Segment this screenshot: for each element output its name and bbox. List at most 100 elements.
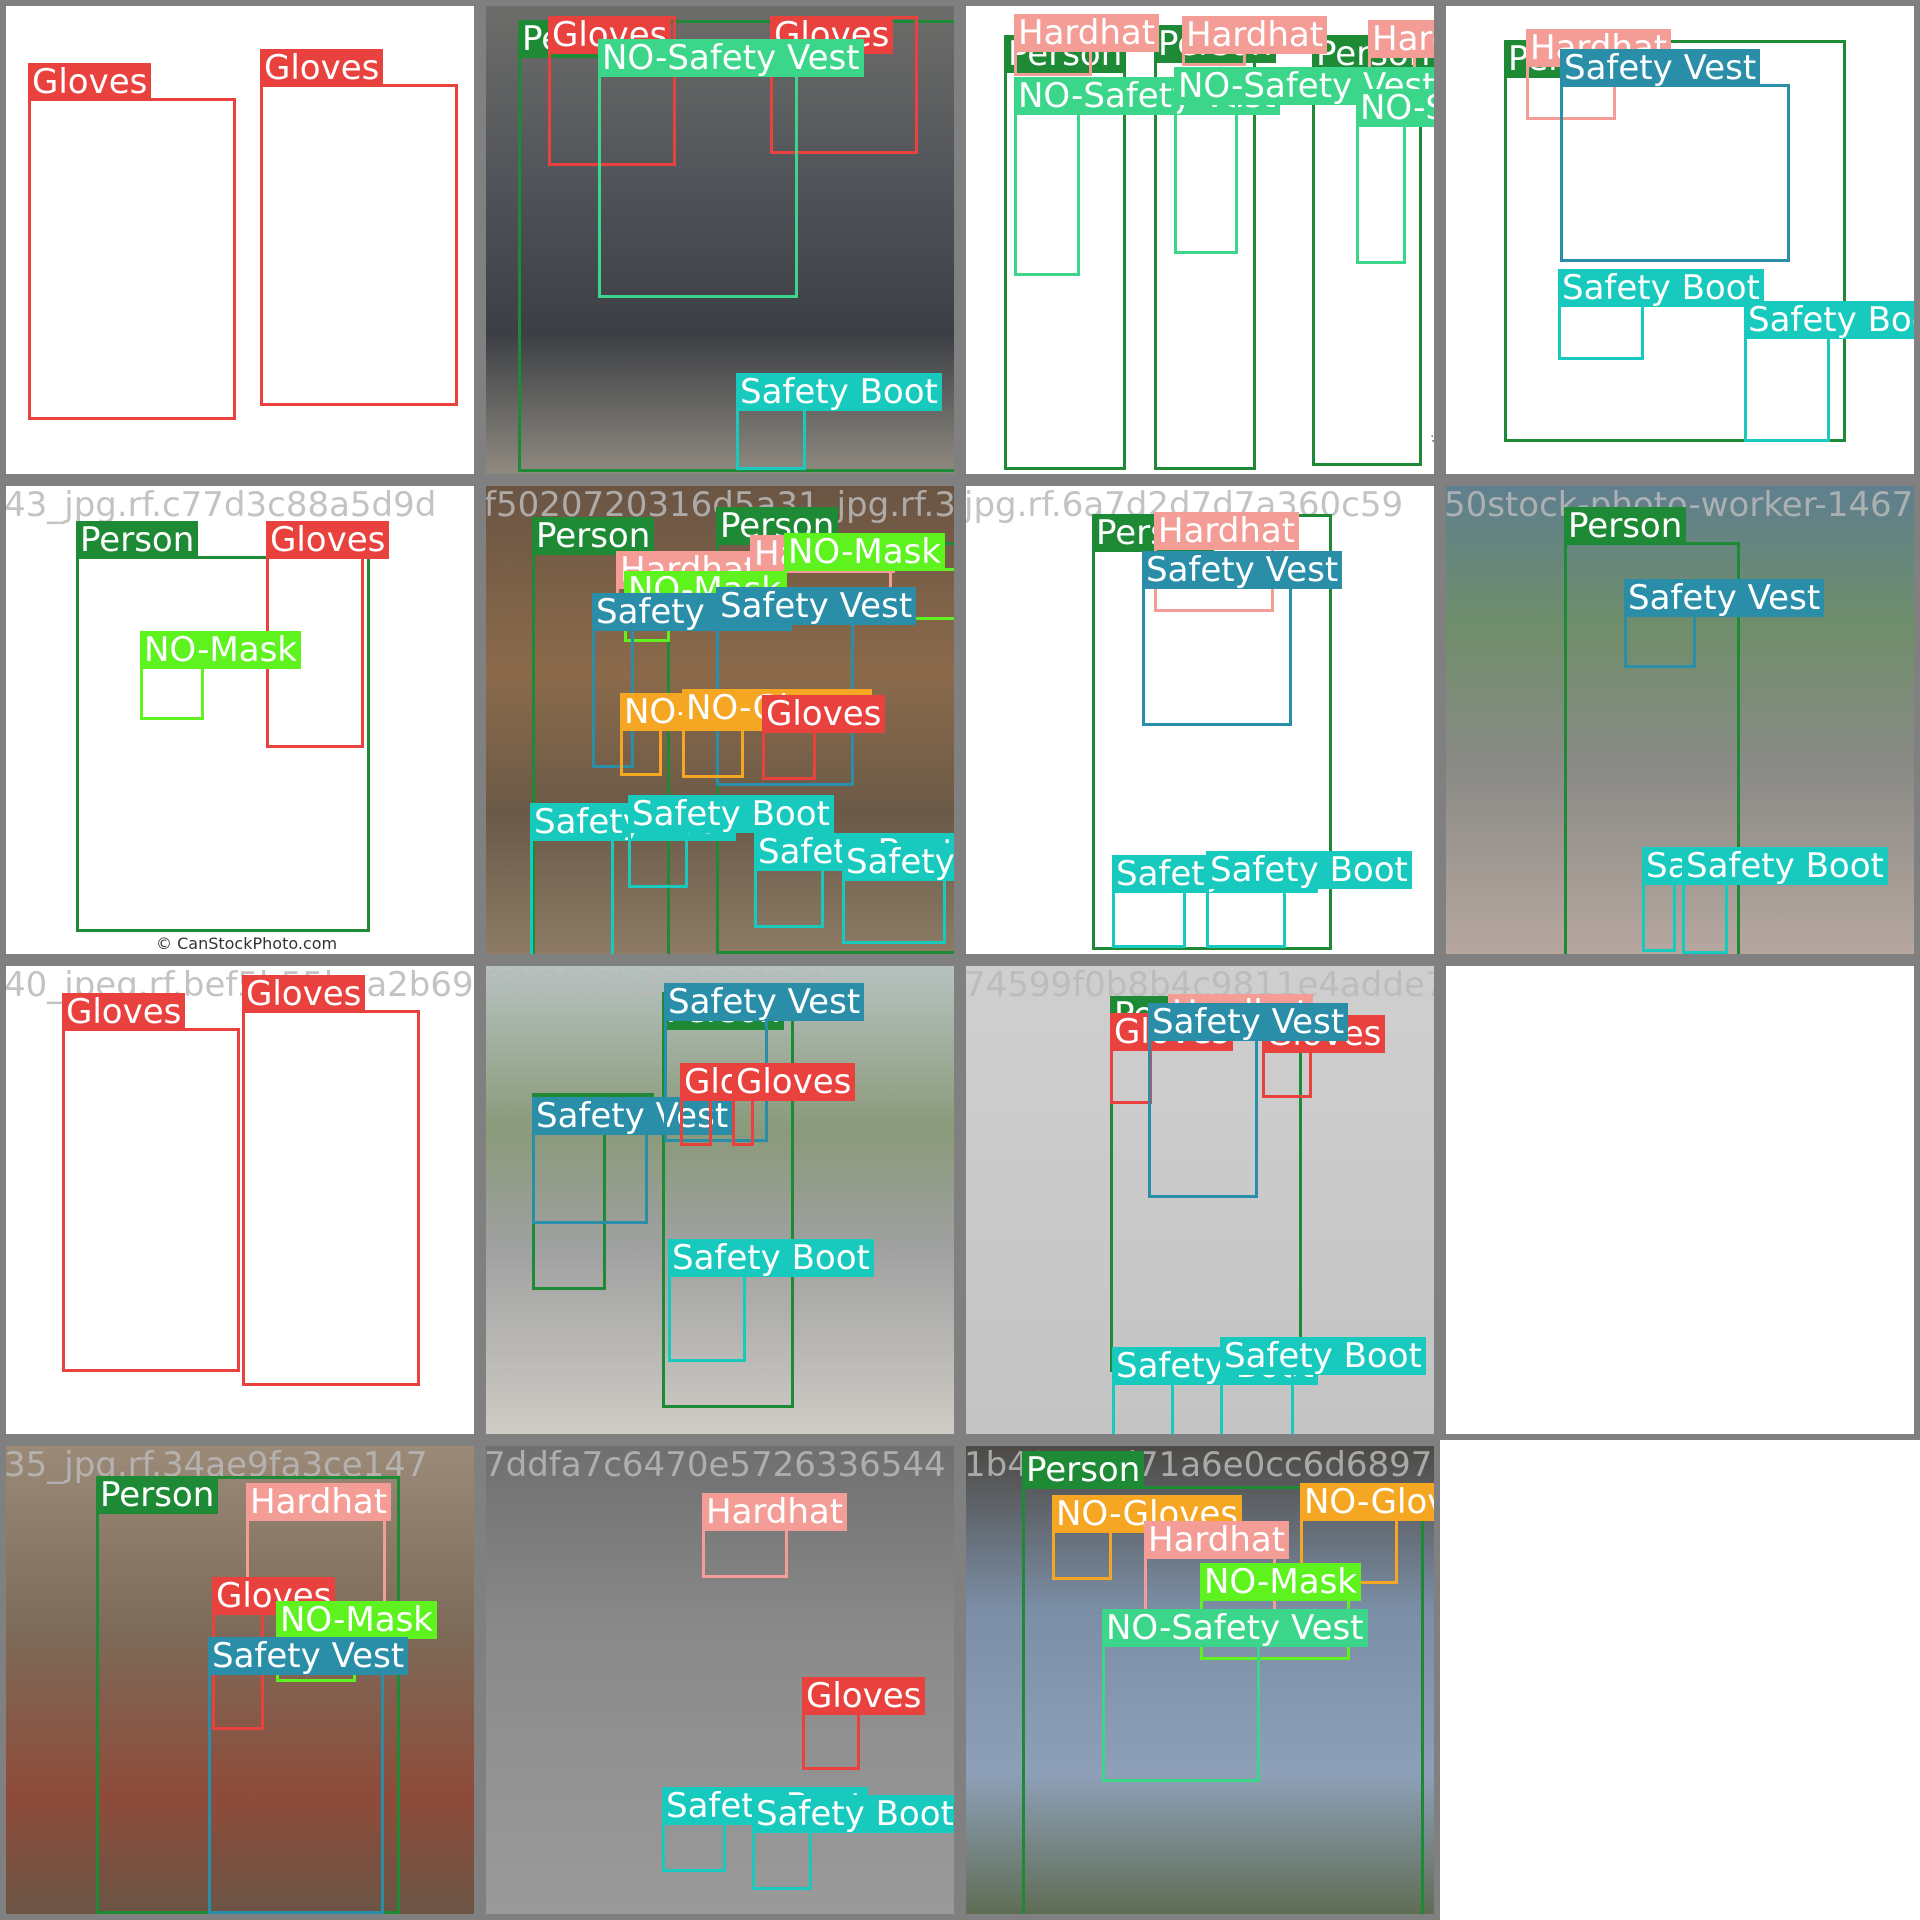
bbox-label: Person	[532, 517, 655, 555]
bbox-gloves: Gloves	[242, 975, 420, 1386]
bbox-hardhat: Hardhat	[1368, 20, 1434, 76]
bbox-label: Gloves	[266, 521, 390, 559]
bbox-person: Person	[1564, 507, 1740, 954]
bbox-safety-boot: Safety Boot	[1112, 1347, 1318, 1434]
bbox-gloves: Gloves	[680, 1063, 804, 1146]
bbox-label: Safety Boot	[1558, 269, 1764, 307]
bbox-no-safety-vest: NO-Safety Vest	[1102, 1609, 1368, 1782]
tile-photo	[486, 966, 954, 1434]
image-tile: 50stock-photo-worker-146741_PersonSafety…	[1440, 480, 1920, 960]
image-tile: 35_jpg.rf.34ae9fa3ce147 Person Hardhat Glov…	[0, 1440, 480, 1920]
bbox-safety-vest: Safety Vest	[716, 587, 917, 786]
bbox-safety-boot: Safety Boot	[1558, 269, 1764, 360]
bbox-label: Gloves	[28, 63, 152, 101]
bbox-label: Gloves	[242, 975, 366, 1013]
bbox-hardhat: Hardhat	[1182, 16, 1328, 66]
bbox-gloves: Gloves	[1262, 1015, 1386, 1098]
bbox-safety-vest: Safety Vest	[1142, 551, 1343, 726]
bbox-label: Safety Boot	[842, 843, 954, 881]
bbox-hardhat: Hardhat	[702, 1493, 848, 1578]
bbox-label: Hardhat	[702, 1493, 848, 1531]
bbox-label: Safety Vest	[1560, 49, 1761, 87]
bbox-no-mask: NO-Mask	[276, 1601, 437, 1682]
bbox-no-gloves: NO-Gloves	[1052, 1495, 1243, 1580]
bbox-no-mask: NO-Mask	[140, 631, 301, 720]
bbox-label: NO-Safety Vest	[1356, 89, 1434, 127]
image-tile: f5020720316d5a31_jpg.rf.38f4a9cPersonPer…	[480, 480, 960, 960]
image-tile: 43_jpg.rf.c77d3c88a5d9d © CanStockPhoto.c…	[0, 480, 480, 960]
bbox-label: Safety Boot	[1206, 851, 1412, 889]
tile-photo	[1446, 966, 1914, 1434]
bbox-label: NO-Mask	[276, 1601, 437, 1639]
bbox-gloves: Gloves	[1110, 1013, 1234, 1104]
image-tile: 7ddfa7c6470e5726336544 Hardhat Gloves Safet…	[480, 1440, 960, 1920]
bbox-label: NO-Safety Vest	[1102, 1609, 1368, 1647]
image-tile: Dreamstime.comPersonPersonPersonHardhatH…	[960, 0, 1440, 480]
bbox-safety-boot: Safety Boot	[1744, 301, 1914, 442]
bbox-no-safety-vest: NO-Safety Vest	[598, 39, 864, 298]
bbox-safety-vest: Safety Vest	[1624, 579, 1825, 668]
image-tile: Gloves Gloves	[0, 0, 480, 480]
bbox-no-safety-vest: NO-Safety Vest	[1174, 67, 1434, 254]
bbox-safety-boot: Safety Boot	[668, 1239, 874, 1362]
bbox-hardhat: Hardhat	[1154, 512, 1300, 612]
bbox-label: Safety Vest	[1142, 551, 1343, 589]
bbox-safety-vest: Safety Vest	[208, 1637, 409, 1914]
bbox-label: Safety Vest	[1624, 579, 1825, 617]
bbox-safety-vest: Safety Vest	[1560, 49, 1790, 262]
bbox-safety-boot: Safety Boot	[530, 803, 736, 954]
bbox-safety-vest: Safety Vest	[532, 1097, 733, 1224]
bbox-no-gloves: NO-Gloves	[620, 693, 811, 776]
bbox-safety-boot: Safety Boot	[662, 1787, 868, 1872]
bbox-person: Person	[532, 517, 670, 954]
image-tile: 1b42786d71a6e0cc6d68976dca7e4PersonNO-Gl…	[960, 1440, 1440, 1920]
bbox-label: Hardhat	[1154, 512, 1300, 550]
bbox-label: Safety Vest	[1148, 1003, 1349, 1041]
bbox-label: Safety Vest	[532, 1097, 733, 1135]
bbox-gloves: Gloves	[762, 695, 886, 780]
bbox-safety-boot: Safety Boot	[754, 833, 954, 928]
bbox-label: Safety Boot	[628, 795, 834, 833]
bbox-label: NO-Mask	[1200, 1563, 1361, 1601]
bbox-safety-boot: Safety Boot	[1220, 1337, 1426, 1434]
bbox-person: Person	[76, 521, 370, 932]
bbox-gloves: Gloves	[260, 49, 458, 406]
bbox-label: Safety Boot	[668, 1239, 874, 1277]
bbox-label: NO-Safety Vest	[598, 39, 864, 77]
bbox-no-gloves: NO-Gloves	[682, 689, 873, 778]
bbox-safety-vest: Safety Vest	[1148, 1003, 1349, 1198]
image-tile: f5b2bf8b27d3278c1PersonPersonSafety Vest…	[480, 960, 960, 1440]
bbox-label: Hardhat	[1014, 14, 1160, 52]
bbox-label: NO-Mask	[784, 533, 945, 571]
bbox-safety-boot: Safety Boot	[752, 1795, 954, 1890]
tile-photo	[6, 1446, 474, 1914]
bbox-label: Gloves	[62, 993, 186, 1031]
bbox-label: Gloves	[802, 1677, 926, 1715]
bbox-label: Person	[1564, 507, 1687, 545]
bbox-safety-boot: Safety Boot	[628, 795, 834, 888]
bbox-gloves: Gloves	[732, 1063, 856, 1146]
photo-credit: © CanStockPhoto.com	[156, 934, 338, 953]
bbox-gloves: Gloves	[28, 63, 236, 420]
bbox-safety-boot: Safety Boot	[842, 843, 954, 944]
tile-photo	[6, 486, 474, 954]
bbox-hardhat: Hardhat	[1014, 14, 1160, 76]
bbox-label: Safety Boot	[736, 373, 942, 411]
bbox-safety-boot: Safety Boot	[1682, 847, 1888, 954]
image-tile	[1440, 960, 1920, 1440]
bbox-safety-boot: Safety Boot	[1112, 855, 1318, 948]
bbox-gloves: Gloves	[802, 1677, 926, 1770]
tile-photo	[6, 966, 474, 1434]
bbox-label: Person	[76, 521, 199, 559]
bbox-label: Hardhat	[1144, 1521, 1290, 1559]
bbox-gloves: Gloves	[62, 993, 240, 1372]
photo-credit: Dreamstime.com	[1430, 386, 1440, 480]
bbox-person: Person	[1022, 1451, 1424, 1914]
bbox-label: Person	[96, 1476, 219, 1514]
bbox-no-mask: NO-Mask	[1200, 1563, 1361, 1660]
bbox-label: Safety Vest	[664, 983, 865, 1021]
bbox-label: Hardhat	[246, 1483, 392, 1521]
bbox-label: NO-Mask	[140, 631, 301, 669]
bbox-safety-boot: Safety Boot	[1642, 847, 1848, 952]
